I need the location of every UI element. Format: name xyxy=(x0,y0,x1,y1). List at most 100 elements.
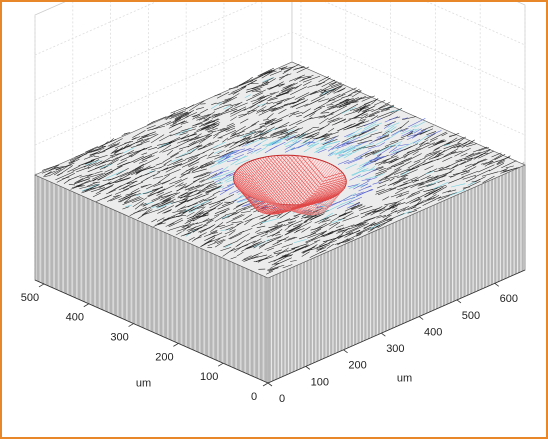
surface-stroke xyxy=(328,112,343,121)
surface-stroke xyxy=(105,144,119,151)
surface-stroke xyxy=(306,234,325,244)
surface-stroke xyxy=(208,199,226,206)
surface-stroke xyxy=(337,229,345,232)
surface-stroke xyxy=(203,111,216,120)
surface-stroke xyxy=(349,106,362,111)
surface-stroke xyxy=(324,140,341,146)
surface-stroke xyxy=(363,155,380,167)
surface-stroke xyxy=(460,152,468,157)
surface-stroke xyxy=(296,114,302,118)
surface-stroke xyxy=(257,254,272,263)
surface-stroke xyxy=(244,94,251,99)
surface-stroke xyxy=(449,142,462,149)
surface-stroke xyxy=(308,142,316,144)
surface-stroke xyxy=(230,108,247,117)
surface-stroke xyxy=(385,168,401,178)
surface-stroke xyxy=(253,131,269,139)
surface-stroke xyxy=(259,69,273,76)
surface-stroke xyxy=(338,224,355,231)
surface-stroke xyxy=(196,113,211,119)
surface-stroke xyxy=(254,239,270,248)
surface-stroke xyxy=(75,178,90,184)
surface-stroke xyxy=(165,163,183,173)
surface-stroke xyxy=(131,137,137,140)
surface-stroke xyxy=(370,131,383,136)
surface-stroke xyxy=(74,153,84,158)
surface-stroke xyxy=(159,144,172,153)
surface-stroke xyxy=(298,134,306,139)
surface-stroke xyxy=(428,168,438,174)
surface-stroke xyxy=(380,108,390,112)
surface-stroke xyxy=(338,99,355,109)
surface-stroke xyxy=(144,203,160,210)
surface-stroke xyxy=(345,238,355,243)
surface-stroke xyxy=(157,206,167,211)
surface-stroke xyxy=(295,103,309,109)
surface-stroke xyxy=(246,87,256,91)
surface-stroke xyxy=(443,142,460,150)
surface-stroke xyxy=(256,230,269,234)
surface-stroke xyxy=(348,184,359,189)
surface-stroke xyxy=(317,244,327,248)
surface-stroke xyxy=(79,183,98,189)
surface-stroke xyxy=(177,138,190,144)
surface-stroke xyxy=(353,180,370,190)
surface-stroke xyxy=(474,179,481,183)
surface-stroke xyxy=(218,158,230,165)
surface-stroke xyxy=(477,149,490,155)
surface-stroke xyxy=(216,182,224,185)
surface-stroke xyxy=(477,164,495,173)
surface-stroke xyxy=(359,205,373,211)
surface-stroke xyxy=(267,97,278,102)
surface-stroke xyxy=(360,212,372,219)
crater-mesh xyxy=(270,155,345,200)
surface-stroke xyxy=(348,116,363,120)
surface-stroke xyxy=(269,91,280,95)
surface-stroke xyxy=(327,105,335,108)
surface-stroke xyxy=(351,169,366,176)
surface-stroke xyxy=(424,189,438,198)
x-tick-label: 500 xyxy=(462,310,480,322)
surface-stroke xyxy=(184,109,195,116)
surface-stroke xyxy=(199,232,207,237)
surface-stroke xyxy=(400,170,409,176)
surface-stroke xyxy=(184,104,195,110)
surface-stroke xyxy=(234,195,246,201)
surface-stroke xyxy=(284,139,302,150)
surface-stroke xyxy=(147,146,158,151)
surface-stroke xyxy=(214,150,234,160)
surface-stroke xyxy=(424,197,436,201)
surface-stroke xyxy=(378,187,397,196)
surface-stroke xyxy=(297,75,310,79)
surface-stroke xyxy=(384,201,399,206)
surface-stroke xyxy=(79,173,94,178)
surface-stroke xyxy=(407,161,421,169)
surface-stroke xyxy=(375,188,385,193)
surface-stroke xyxy=(164,114,173,120)
surface-stroke xyxy=(407,182,420,188)
surface-stroke xyxy=(383,137,390,141)
surface-stroke xyxy=(320,139,335,145)
surface-stroke xyxy=(454,148,471,157)
surface-stroke xyxy=(250,231,269,239)
surface-stroke xyxy=(482,160,493,166)
surface-stroke xyxy=(388,146,397,154)
surface-stroke xyxy=(175,231,182,236)
surface-stroke xyxy=(135,168,146,175)
surface-stroke xyxy=(228,87,238,90)
surface-stroke xyxy=(55,162,75,171)
surface-stroke xyxy=(310,229,319,234)
surface-stroke xyxy=(277,218,295,224)
surface-stroke xyxy=(206,214,220,224)
surface-stroke xyxy=(259,95,273,104)
surface-stroke xyxy=(331,119,346,126)
surface-stroke xyxy=(243,255,252,260)
surface-stroke xyxy=(389,177,395,182)
crater-mesh xyxy=(252,160,335,209)
surface-stroke xyxy=(270,129,288,136)
surface-stroke xyxy=(95,159,110,167)
surface-stroke xyxy=(315,146,326,153)
surface-stroke xyxy=(357,223,366,228)
surface-stroke xyxy=(133,156,147,163)
